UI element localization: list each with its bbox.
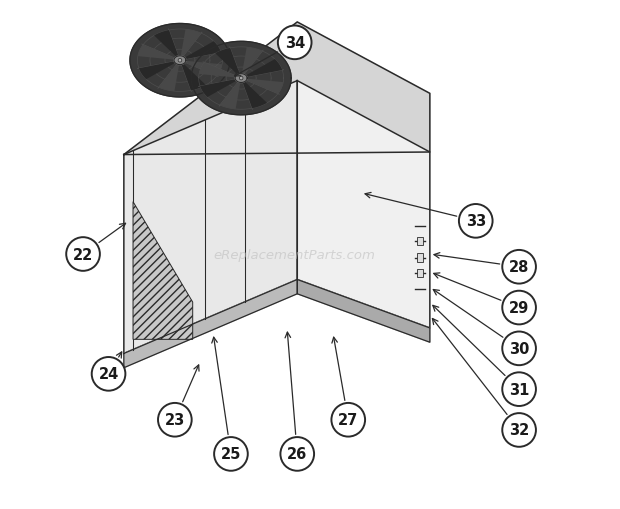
Text: 26: 26 xyxy=(287,446,308,462)
Text: 32: 32 xyxy=(509,422,529,438)
Circle shape xyxy=(502,291,536,325)
Polygon shape xyxy=(191,42,291,116)
Circle shape xyxy=(502,332,536,365)
Polygon shape xyxy=(180,61,206,91)
Text: eReplacementParts.com: eReplacementParts.com xyxy=(214,248,376,261)
Polygon shape xyxy=(241,48,262,79)
Text: 34: 34 xyxy=(285,36,305,51)
Polygon shape xyxy=(200,79,241,98)
Text: 27: 27 xyxy=(338,412,358,428)
Circle shape xyxy=(239,77,243,81)
Circle shape xyxy=(178,59,182,63)
Polygon shape xyxy=(417,270,423,278)
Polygon shape xyxy=(235,74,247,83)
Polygon shape xyxy=(180,30,202,61)
Circle shape xyxy=(214,437,248,471)
Circle shape xyxy=(158,403,192,437)
Polygon shape xyxy=(154,31,180,61)
Text: 30: 30 xyxy=(509,341,529,356)
Text: 23: 23 xyxy=(165,412,185,428)
Polygon shape xyxy=(297,280,430,343)
Polygon shape xyxy=(138,45,180,61)
Polygon shape xyxy=(139,61,180,80)
Polygon shape xyxy=(180,61,222,77)
Polygon shape xyxy=(241,79,267,109)
Circle shape xyxy=(280,437,314,471)
Circle shape xyxy=(332,403,365,437)
Polygon shape xyxy=(133,202,193,340)
Polygon shape xyxy=(174,56,186,66)
Polygon shape xyxy=(241,79,283,95)
Text: 25: 25 xyxy=(221,446,241,462)
Polygon shape xyxy=(215,49,241,79)
Circle shape xyxy=(502,250,536,284)
Text: 24: 24 xyxy=(99,366,118,382)
Polygon shape xyxy=(124,81,297,354)
Polygon shape xyxy=(199,63,241,79)
Polygon shape xyxy=(220,79,241,110)
Text: 28: 28 xyxy=(509,260,529,275)
Polygon shape xyxy=(180,42,221,61)
Polygon shape xyxy=(130,24,230,98)
Text: 31: 31 xyxy=(509,382,529,397)
Circle shape xyxy=(278,26,311,60)
Polygon shape xyxy=(124,280,297,368)
Circle shape xyxy=(459,205,492,238)
Polygon shape xyxy=(417,254,423,262)
Circle shape xyxy=(92,357,125,391)
Text: 22: 22 xyxy=(73,247,93,262)
Polygon shape xyxy=(297,81,430,328)
Circle shape xyxy=(502,373,536,406)
Polygon shape xyxy=(159,61,180,92)
Polygon shape xyxy=(124,23,430,155)
Circle shape xyxy=(66,238,100,271)
Polygon shape xyxy=(417,238,423,246)
Text: 29: 29 xyxy=(509,300,529,316)
Text: 33: 33 xyxy=(466,214,486,229)
Circle shape xyxy=(502,413,536,447)
Polygon shape xyxy=(241,60,282,79)
